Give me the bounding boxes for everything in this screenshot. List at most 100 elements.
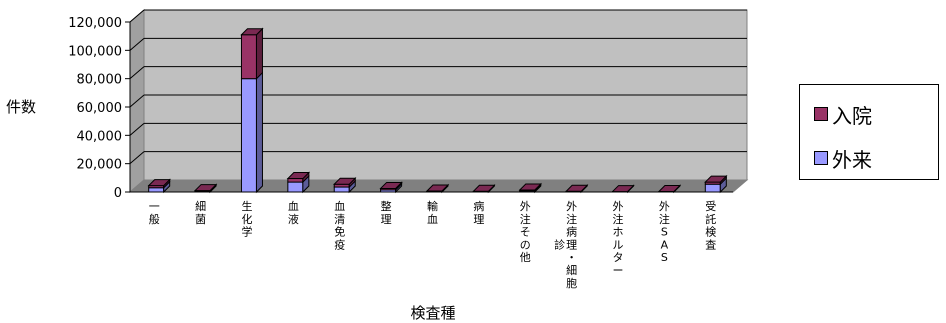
x-category-char: 菌 [195, 213, 206, 226]
bar-top-8 [518, 183, 542, 191]
x-category-2: 生化学 [241, 199, 252, 239]
x-category-char: 査 [705, 237, 716, 251]
bar-outpatient-4 [333, 186, 350, 193]
gridline-side [129, 94, 145, 108]
bar-top-5 [379, 181, 403, 189]
y-tick-label: 120,000 [68, 16, 122, 31]
x-category-7: 病理 [473, 199, 484, 226]
x-category-char: 理 [566, 238, 577, 251]
legend-item-inpatient: 入院 [814, 101, 872, 128]
x-category-char: 細 [195, 200, 206, 213]
x-category-char: ー [613, 264, 624, 277]
x-category-char: 血 [334, 199, 345, 213]
x-category-char: ホ [613, 226, 624, 239]
y-tick-label: 100,000 [68, 44, 122, 59]
bar-outpatient-3 [287, 181, 304, 193]
x-category-char: S [661, 251, 668, 264]
x-category-char: 般 [149, 213, 160, 226]
x-category-char: 免 [334, 225, 345, 239]
x-category-char: 外 [520, 200, 531, 213]
x-category-char: 病 [566, 225, 577, 239]
y-tick-label: 80,000 [77, 73, 123, 88]
x-category-char: タ [613, 251, 624, 264]
legend-swatch-outpatient [814, 151, 828, 165]
plot-area [128, 8, 749, 194]
x-category-char: 注 [613, 212, 624, 226]
x-category-char: 検 [705, 225, 716, 239]
x-category-char: 理 [381, 213, 392, 226]
bar-top-7 [472, 184, 496, 192]
x-category-char: ル [613, 238, 624, 251]
legend-item-outpatient: 外来 [814, 145, 872, 172]
legend: 入院 外来 [799, 84, 939, 180]
gridline-side [129, 66, 145, 80]
x-category-6: 輸血 [427, 199, 438, 226]
bar-top-0 [147, 179, 171, 187]
x-category-char: 輸 [427, 199, 438, 213]
x-category-char: 病 [473, 199, 484, 213]
x-category-char: 診 [554, 237, 565, 251]
x-category-char: 外 [613, 200, 624, 213]
x-category-char: 受 [705, 200, 716, 213]
x-category-char: 託 [705, 212, 716, 226]
x-category-5: 整理 [381, 199, 392, 226]
x-category-char: 注 [520, 212, 531, 226]
bar-top-6 [425, 184, 450, 192]
bar-outpatient-12 [704, 183, 721, 193]
x-category-3: 血液 [288, 199, 299, 226]
bar-top-1 [193, 184, 218, 192]
bar-top-2 [240, 28, 264, 36]
y-tick-label: 20,000 [77, 158, 123, 173]
gridline-side [129, 151, 145, 165]
x-category-char: 疫 [334, 237, 345, 251]
legend-label-outpatient: 外来 [832, 147, 872, 172]
x-category-char: 外 [566, 200, 577, 213]
x-category-char: 整 [381, 199, 392, 213]
x-axis-categories: 一般細菌生化学血液血清免疫整理輸血病理外注その他外注病理・細胞診外注ホルター外注… [149, 199, 717, 290]
gridline-side [129, 122, 145, 136]
x-category-char: 細 [566, 264, 577, 277]
legend-swatch-inpatient [814, 107, 828, 121]
x-category-char: 一 [149, 200, 160, 213]
bar-outpatient-0 [148, 187, 165, 193]
x-category-char: 外 [659, 200, 670, 213]
y-tick-label: 40,000 [77, 129, 123, 144]
bar-top-4 [333, 177, 357, 185]
y-axis-title: 件数 [6, 98, 36, 116]
x-category-char: 胞 [566, 277, 577, 290]
bar-top-9 [564, 184, 589, 192]
x-category-char: 血 [288, 199, 299, 213]
x-category-char: ・ [566, 251, 577, 264]
gridline-side [129, 9, 145, 23]
x-category-1: 細菌 [195, 200, 206, 226]
x-category-char: 液 [288, 212, 299, 226]
x-axis-title: 検査種 [410, 304, 455, 322]
bar-outpatient-2 [240, 78, 257, 193]
y-tick-label: 0 [114, 186, 122, 201]
bar-side-2-0 [255, 71, 263, 194]
x-category-char: 学 [241, 225, 252, 239]
x-category-char: 血 [427, 212, 438, 226]
bar-top-3 [286, 172, 311, 180]
bar-inpatient-3 [287, 178, 304, 183]
y-axis-ticks: 0 20,000 40,000 60,000 80,000 100,000 120,000 [68, 16, 733, 201]
gridline-side [129, 37, 145, 51]
x-category-char: の [520, 238, 531, 251]
bar-top-12 [704, 175, 728, 183]
x-category-char: そ [520, 226, 531, 239]
y-tick-label: 60,000 [77, 101, 123, 116]
x-category-char: 他 [520, 251, 531, 264]
legend-label-inpatient: 入院 [832, 103, 872, 128]
x-category-char: A [661, 238, 669, 251]
bar-side-2-1 [255, 27, 263, 80]
x-category-char: 注 [566, 212, 577, 226]
x-category-char: 化 [241, 212, 252, 226]
x-category-char: S [661, 226, 668, 239]
